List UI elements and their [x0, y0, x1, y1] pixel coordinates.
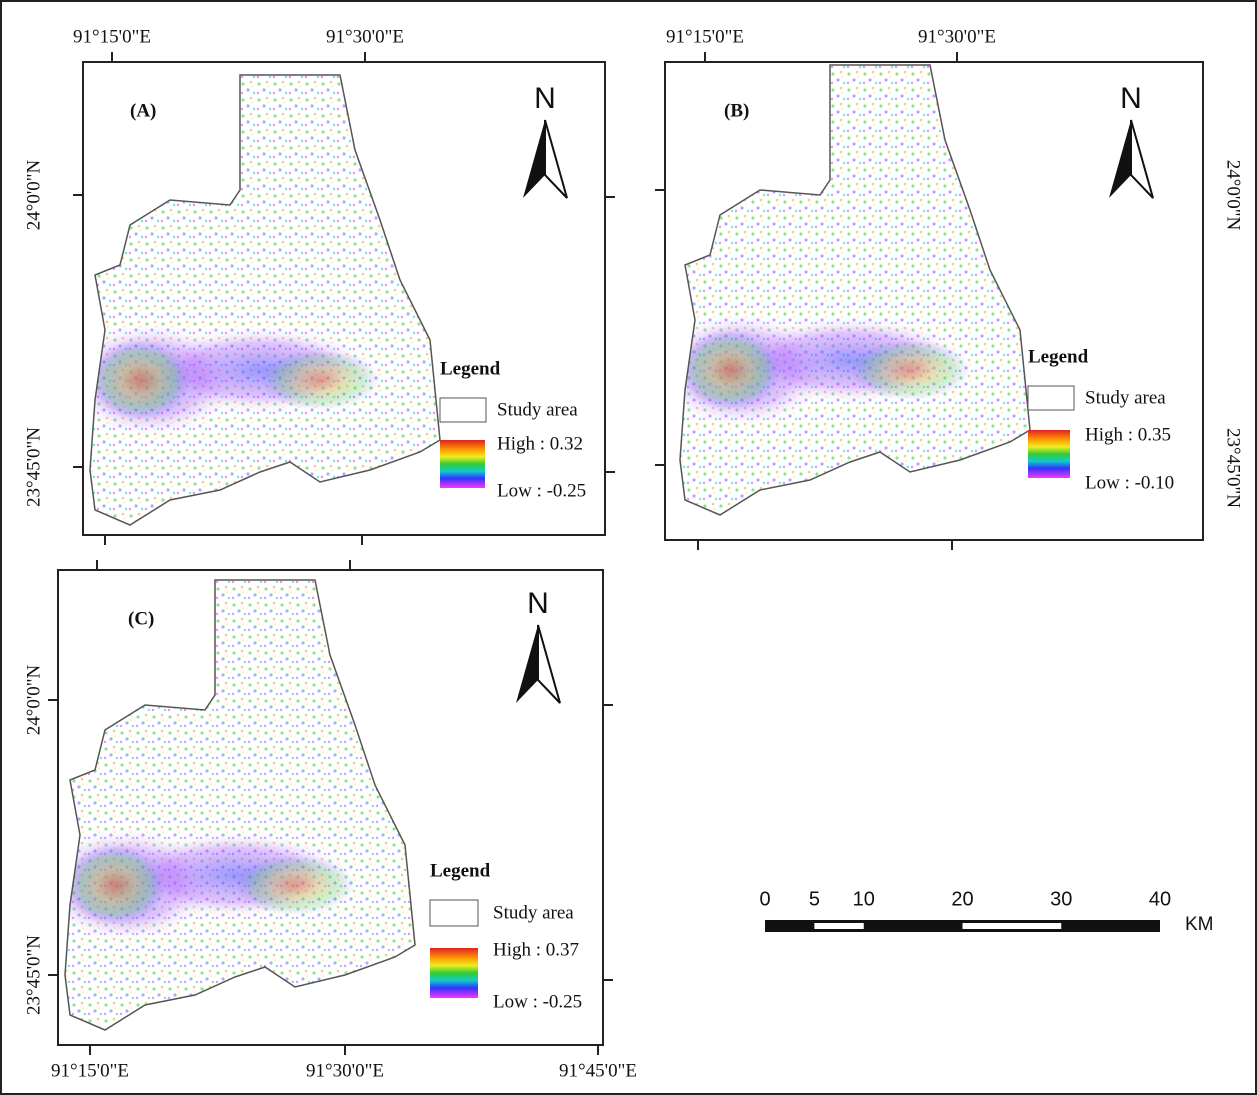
legend-swatch: [439, 397, 487, 423]
north-label: N: [1120, 82, 1142, 115]
panel-b: 91°15'0"E 91°30'0"E 24°0'0"N 23°45'0"N (…: [650, 26, 1244, 550]
scale-tick-label: 0: [759, 888, 770, 910]
north-label: N: [527, 587, 549, 620]
longitude-label: 91°15'0"E: [73, 26, 151, 47]
longitude-label: 91°15'0"E: [666, 26, 744, 47]
legend-high: High : 0.37: [493, 939, 579, 960]
scale-tick-label: 10: [853, 888, 875, 910]
longitude-label: 91°45'0"E: [559, 1060, 637, 1081]
longitude-label: 91°30'0"E: [306, 1060, 384, 1081]
legend-ramp: [1028, 430, 1070, 478]
panel-frame: [664, 61, 1204, 541]
panel-a: 91°15'0"E 91°30'0"E 24°0'0"N 23°45'0"N (…: [23, 26, 615, 545]
legend-ramp: [430, 948, 478, 998]
scale-segment: [962, 923, 1062, 929]
north-arrow: [522, 119, 568, 199]
scale-tick-label: 40: [1149, 888, 1171, 910]
legend-item: Study area: [497, 399, 578, 420]
map: [650, 60, 1040, 520]
panel-label: (C): [128, 608, 154, 629]
legend-low: Low : -0.25: [493, 991, 582, 1012]
latitude-label: 23°45'0"N: [1223, 428, 1244, 508]
legend-swatch: [429, 899, 479, 927]
scale-tick-label: 20: [951, 888, 973, 910]
legend-item: Study area: [1085, 387, 1166, 408]
scale-unit: KM: [1185, 914, 1214, 935]
panel-label: (B): [724, 100, 749, 121]
latitude-label: 23°45'0"N: [23, 427, 44, 507]
legend-ramp: [440, 440, 485, 488]
scale-tick-label: 5: [809, 888, 820, 910]
longitude-label: 91°30'0"E: [918, 26, 996, 47]
map: [60, 70, 450, 530]
map: [35, 575, 425, 1035]
latitude-label: 24°0'0"N: [23, 664, 44, 735]
legend-low: Low : -0.10: [1085, 472, 1174, 493]
panel-frame: [57, 569, 604, 1046]
latitude-label: 24°0'0"N: [1223, 160, 1244, 231]
panel-label: (A): [130, 100, 156, 121]
panel-frame: [82, 61, 606, 536]
legend-swatch: [1027, 385, 1075, 411]
latitude-label: 23°45'0"N: [23, 935, 44, 1015]
legend-title: Legend: [1028, 346, 1089, 367]
north-label: N: [534, 82, 556, 115]
north-arrow: [1108, 119, 1154, 199]
scale-bar: KM 0 5 10 20 30 40: [759, 888, 1213, 935]
scale-tick-label: 30: [1050, 888, 1072, 910]
latitude-label: 24°0'0"N: [23, 159, 44, 230]
panel-c: 24°0'0"N 23°45'0"N 91°15'0"E 91°30'0"E 9…: [23, 560, 637, 1081]
longitude-label: 91°15'0"E: [51, 1060, 129, 1081]
legend-item: Study area: [493, 902, 574, 923]
longitude-label: 91°30'0"E: [326, 26, 404, 47]
legend-title: Legend: [430, 860, 491, 881]
legend-high: High : 0.32: [497, 433, 583, 454]
legend-low: Low : -0.25: [497, 480, 586, 501]
legend-title: Legend: [440, 358, 501, 379]
north-arrow: [515, 624, 561, 704]
legend-high: High : 0.35: [1085, 424, 1171, 445]
scale-segment: [814, 923, 864, 929]
